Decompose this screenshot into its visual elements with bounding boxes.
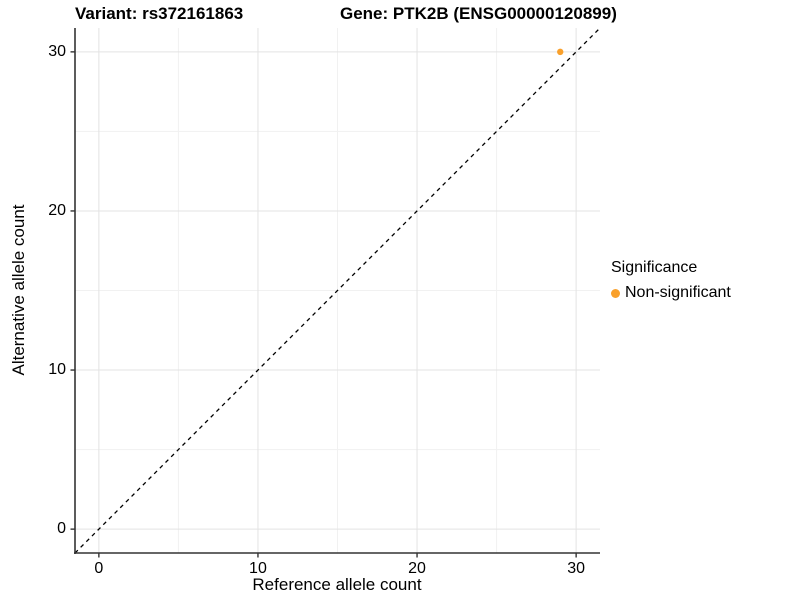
y-tick-label: 0 <box>57 520 66 538</box>
x-tick-label: 10 <box>249 560 267 577</box>
legend-title: Significance <box>611 259 698 276</box>
legend-item-label: Non-significant <box>625 284 731 301</box>
plot-title-gene: Gene: PTK2B (ENSG00000120899) <box>340 4 617 23</box>
x-tick-label: 20 <box>408 560 426 577</box>
x-axis-title: Reference allele count <box>252 575 422 594</box>
identity-reference-line <box>74 27 601 554</box>
y-tick-label: 10 <box>48 361 66 379</box>
y-axis-title: Alternative allele count <box>9 204 28 376</box>
legend: Significance Non-significant <box>611 259 731 302</box>
legend-marker-dot <box>611 288 620 298</box>
y-tick-label: 30 <box>48 42 66 60</box>
y-tick-label: 20 <box>48 201 66 219</box>
data-point <box>557 48 564 56</box>
x-tick-label: 30 <box>567 560 586 577</box>
plot-title-variant: Variant: rs372161863 <box>75 4 244 23</box>
legend-item: Non-significant <box>611 284 731 302</box>
x-tick-label: 0 <box>94 560 104 577</box>
